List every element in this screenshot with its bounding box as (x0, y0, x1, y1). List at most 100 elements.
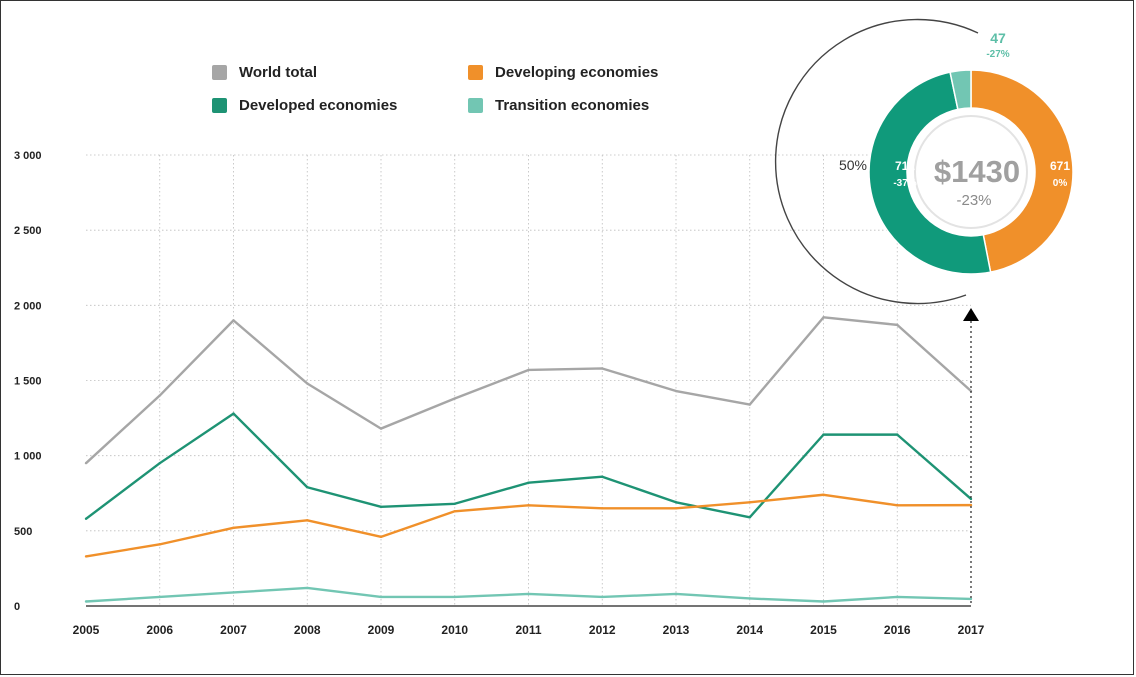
x-tick-label: 2010 (441, 623, 468, 637)
data-point (232, 591, 235, 594)
y-tick-label: 2 500 (14, 225, 42, 237)
legend-developed-economies: Developed economies (212, 97, 397, 114)
data-point (232, 319, 235, 322)
data-point (158, 543, 161, 546)
donut-chart: $1430 -23% 712 -37% 671 0% 47 -27% 50% (774, 18, 1074, 604)
data-point (748, 597, 751, 600)
data-point (453, 595, 456, 599)
data-point (601, 595, 604, 599)
data-point (379, 427, 383, 430)
legend-world-total: World total (212, 64, 317, 81)
x-tick-label: 2008 (294, 623, 321, 637)
data-point (379, 535, 383, 539)
donut-developing-change: 0% (1053, 178, 1068, 189)
axis-layer: 0 500 1 000 1 500 2 000 2 500 3 000 2005 2006 200… (14, 150, 985, 637)
data-point (453, 510, 456, 513)
donut-total: $1430 (934, 154, 1020, 189)
data-point (306, 486, 309, 489)
data-point (822, 493, 825, 496)
data-point (158, 595, 161, 599)
donut-total-change: -23% (956, 192, 991, 209)
pointer-arrow-icon (963, 308, 979, 321)
x-tick-label: 2015 (810, 623, 837, 637)
data-point (527, 504, 530, 507)
data-point (158, 394, 161, 397)
x-tick-label: 2006 (146, 623, 173, 637)
x-tick-label: 2016 (884, 623, 911, 637)
data-point (822, 433, 825, 436)
data-point (527, 368, 530, 372)
data-point (748, 403, 751, 406)
data-point (748, 516, 751, 519)
data-point (969, 503, 973, 507)
data-point (306, 586, 309, 590)
data-point (822, 316, 825, 319)
data-point (896, 433, 899, 436)
legend-label-developed: Developed economies (239, 97, 398, 114)
data-point (84, 600, 88, 603)
data-point (601, 507, 604, 510)
y-tick-label: 2 000 (14, 300, 42, 312)
legend-label-developing: Developing economies (495, 64, 659, 81)
legend-label-transition: Transition economies (495, 97, 650, 114)
data-point (896, 504, 899, 507)
x-tick-label: 2007 (220, 623, 247, 637)
data-point (896, 323, 899, 327)
y-tick-label: 1 500 (14, 376, 42, 388)
x-tick-label: 2012 (589, 623, 616, 637)
x-tick-label: 2009 (368, 623, 395, 637)
x-tick-label: 2013 (663, 623, 690, 637)
data-point (674, 507, 678, 510)
grid-layer (86, 154, 971, 606)
donut-developing-value: 671 (1050, 159, 1070, 173)
legend-swatch-transition (468, 98, 483, 113)
data-point (674, 501, 678, 504)
legend-swatch-developing (468, 65, 483, 80)
data-point (969, 597, 973, 601)
x-tick-label: 2014 (736, 623, 763, 637)
y-tick-label: 1 000 (14, 451, 42, 463)
data-point (84, 461, 88, 465)
data-point (84, 555, 88, 558)
donut-transition-change: -27% (986, 49, 1009, 60)
donut-center (907, 108, 1035, 236)
donut-developed-change: -37% (893, 178, 916, 189)
data-point (896, 595, 899, 599)
data-point (306, 382, 309, 385)
data-point (748, 501, 751, 504)
data-point (158, 461, 161, 465)
data-point (84, 517, 88, 521)
x-tick-label: 2005 (73, 623, 100, 637)
donut-inner-ring (914, 115, 1028, 229)
data-point (379, 595, 383, 599)
data-point (232, 526, 235, 530)
donut-share-bracket (774, 18, 979, 305)
data-point (232, 412, 235, 415)
data-point (453, 397, 456, 400)
data-point (527, 592, 530, 596)
data-point (674, 389, 678, 393)
data-point (674, 592, 678, 596)
data-point (969, 497, 973, 501)
donut-transition-value: 47 (990, 30, 1006, 46)
data-point (379, 505, 383, 508)
x-tick-label: 2011 (515, 623, 541, 637)
data-point (453, 502, 456, 505)
legend-developing-economies: Developing economies (468, 64, 658, 81)
donut-developed-value: 712 (895, 159, 915, 173)
y-tick-label: 0 (14, 601, 20, 613)
legend-swatch-developed (212, 98, 227, 113)
series-layer (84, 316, 973, 603)
data-point (306, 519, 309, 522)
legend-label-world-total: World total (239, 64, 318, 81)
data-point (601, 475, 604, 478)
data-point (527, 481, 530, 484)
data-point (822, 600, 825, 603)
y-tick-label: 500 (14, 526, 32, 538)
data-point (601, 367, 604, 370)
y-tick-label: 3 000 (14, 150, 42, 162)
x-tick-label: 2017 (958, 623, 985, 637)
legend-swatch-world-total (212, 65, 227, 80)
